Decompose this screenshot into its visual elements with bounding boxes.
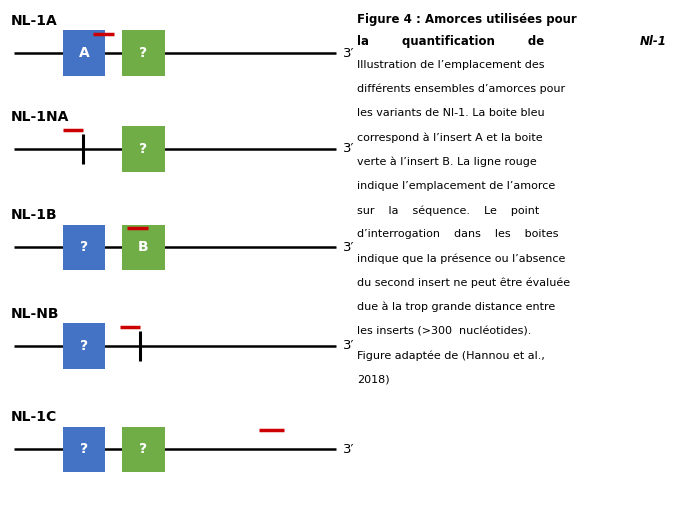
FancyBboxPatch shape [122,427,164,472]
FancyBboxPatch shape [122,126,164,172]
FancyBboxPatch shape [63,30,105,76]
Text: la        quantification        de: la quantification de [357,35,545,48]
Text: 5′: 5′ [0,46,1,60]
Text: 3′: 3′ [343,339,354,352]
Text: 5′: 5′ [0,443,1,456]
Text: 3′: 3′ [343,443,354,456]
Text: Illustration de l’emplacement des: Illustration de l’emplacement des [357,60,545,70]
Text: NL-1A: NL-1A [10,14,57,28]
Text: indique l’emplacement de l’amorce: indique l’emplacement de l’amorce [357,181,555,191]
Text: 5′: 5′ [0,241,1,254]
Text: les inserts (>300  nucléotides).: les inserts (>300 nucléotides). [357,326,531,336]
Text: A: A [78,46,90,60]
Text: d’interrogation    dans    les    boites: d’interrogation dans les boites [357,229,559,239]
Text: due à la trop grande distance entre: due à la trop grande distance entre [357,302,555,313]
Text: Nl-1: Nl-1 [640,35,667,48]
FancyBboxPatch shape [63,323,105,369]
Text: NL-1B: NL-1B [10,209,57,222]
Text: sur    la    séquence.    Le    point: sur la séquence. Le point [357,205,539,216]
Text: B: B [138,240,149,255]
Text: ?: ? [139,46,148,60]
Text: NL-1NA: NL-1NA [10,110,69,124]
Text: 5′: 5′ [0,339,1,352]
Text: ?: ? [139,142,148,156]
Text: différents ensembles d’amorces pour: différents ensembles d’amorces pour [357,84,565,94]
FancyBboxPatch shape [122,225,164,270]
Text: 3′: 3′ [343,142,354,156]
Text: 3′: 3′ [343,46,354,60]
FancyBboxPatch shape [63,225,105,270]
Text: indique que la présence ou l’absence: indique que la présence ou l’absence [357,254,566,264]
Text: ?: ? [80,442,88,457]
Text: les variants de Nl-1. La boite bleu: les variants de Nl-1. La boite bleu [357,108,545,118]
Text: NL-1C: NL-1C [10,411,57,424]
Text: Figure 4 : Amorces utilisées pour: Figure 4 : Amorces utilisées pour [357,13,577,26]
Text: verte à l’insert B. La ligne rouge: verte à l’insert B. La ligne rouge [357,157,537,167]
Text: ?: ? [139,442,148,457]
Text: 5′: 5′ [0,142,1,156]
Text: du second insert ne peut être évaluée: du second insert ne peut être évaluée [357,278,570,288]
FancyBboxPatch shape [122,30,164,76]
FancyBboxPatch shape [63,427,105,472]
Text: 2018): 2018) [357,375,390,385]
Text: NL-NB: NL-NB [10,307,59,321]
Text: Figure adaptée de (Hannou et al.,: Figure adaptée de (Hannou et al., [357,350,545,361]
Text: 3′: 3′ [343,241,354,254]
Text: ?: ? [80,240,88,255]
Text: ?: ? [80,339,88,353]
Text: correspond à l’insert A et la boite: correspond à l’insert A et la boite [357,132,542,143]
